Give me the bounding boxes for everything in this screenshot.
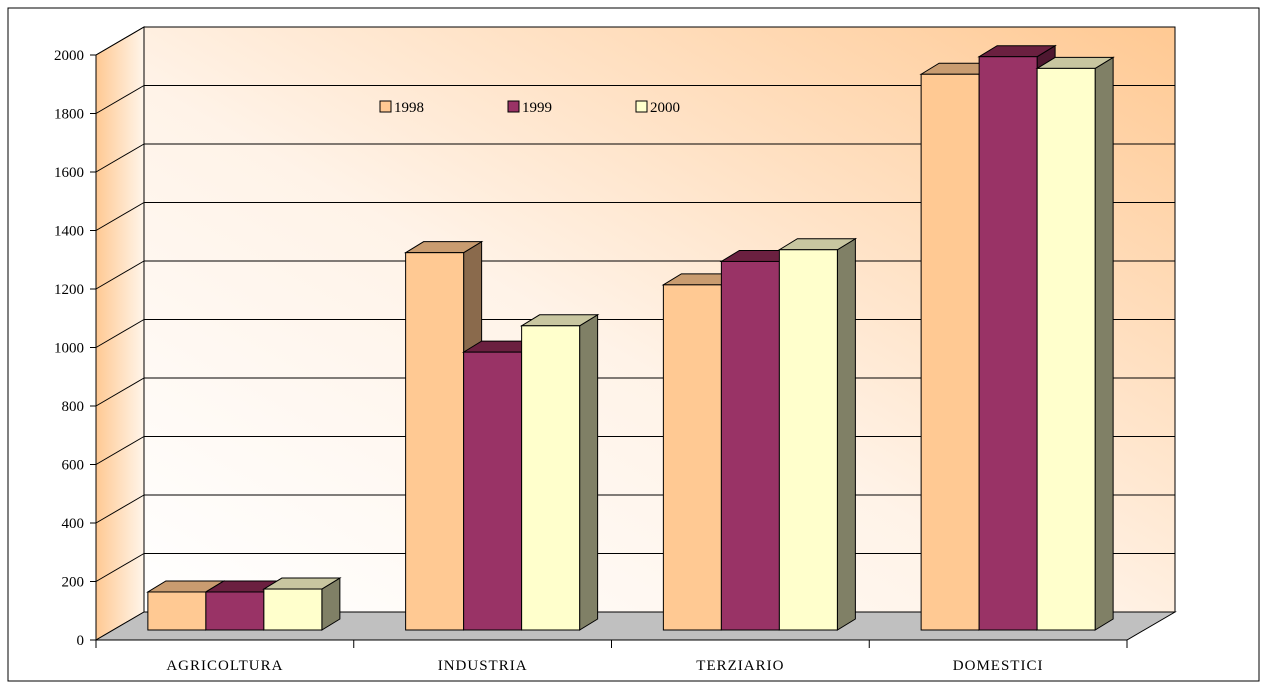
bar-front-face <box>263 588 323 631</box>
legend-label: 1998 <box>394 100 424 116</box>
bar-front-face <box>405 252 465 631</box>
legend-item-1999: 1999 <box>507 100 552 116</box>
bar-front-face <box>662 284 722 631</box>
y-tick-label: 800 <box>62 399 85 415</box>
legend-swatch <box>379 100 392 113</box>
bar-front-face <box>463 351 523 631</box>
y-tick-label: 1800 <box>54 107 84 123</box>
bar-side-face <box>579 313 599 631</box>
gridline-side <box>95 553 145 582</box>
y-tick-label: 600 <box>62 458 85 474</box>
legend-item-2000: 2000 <box>635 100 680 116</box>
y-tick-label: 1200 <box>54 282 84 298</box>
bar-front-face <box>778 249 838 631</box>
gridline-side <box>95 494 145 524</box>
x-tick-label: AGRICOLTURA <box>166 658 283 674</box>
x-tick-label: TERZIARIO <box>696 658 784 674</box>
bar-2000-industria <box>519 313 600 631</box>
gridline-side <box>95 436 145 465</box>
chart-border <box>7 7 1260 682</box>
y-tick-label: 200 <box>62 575 85 591</box>
legend-label: 2000 <box>650 100 680 116</box>
bar-front-face <box>205 591 265 631</box>
x-tick-label: INDUSTRIA <box>438 658 528 674</box>
gridline-side <box>95 260 145 290</box>
bar-2000-domestici <box>1035 56 1115 631</box>
bar-front-face <box>920 73 980 631</box>
axes-group: 0 200 400 600 800 1000 1200 1400 1600 1800 2000 AGR… <box>54 48 1128 674</box>
bar-2000-terziario <box>777 237 858 631</box>
y-tick-label: 1400 <box>54 224 84 240</box>
bar-2000-agricoltura <box>262 577 342 631</box>
bar-side-face <box>1094 56 1114 631</box>
bar-front-face <box>720 260 780 631</box>
y-tick-label: 1000 <box>54 341 84 357</box>
legend-label: 1999 <box>522 100 552 116</box>
bar-front-face <box>521 325 581 631</box>
legend-swatch <box>635 100 648 113</box>
y-tick-label: 1600 <box>54 165 84 181</box>
gridline-side <box>95 377 145 407</box>
y-tick-label: 0 <box>77 633 85 649</box>
bar-front-face <box>978 56 1038 631</box>
legend-item-1998: 1998 <box>379 100 424 116</box>
bars-group <box>146 44 1115 631</box>
legend-swatch <box>507 100 520 113</box>
x-tick-label: DOMESTICI <box>953 658 1044 674</box>
bar-side-face <box>836 237 856 631</box>
legend: 1998 1999 2000 <box>379 100 680 116</box>
gridline-side <box>95 319 145 348</box>
bar-front-face <box>1036 67 1096 631</box>
gridline-side <box>95 202 145 231</box>
y-tick-label: 2000 <box>54 48 84 64</box>
y-tick-label: 400 <box>62 516 85 532</box>
gridline-side <box>95 26 145 56</box>
gridline-side <box>95 85 145 114</box>
gridline-side <box>95 143 145 173</box>
bar-front-face <box>147 591 207 631</box>
